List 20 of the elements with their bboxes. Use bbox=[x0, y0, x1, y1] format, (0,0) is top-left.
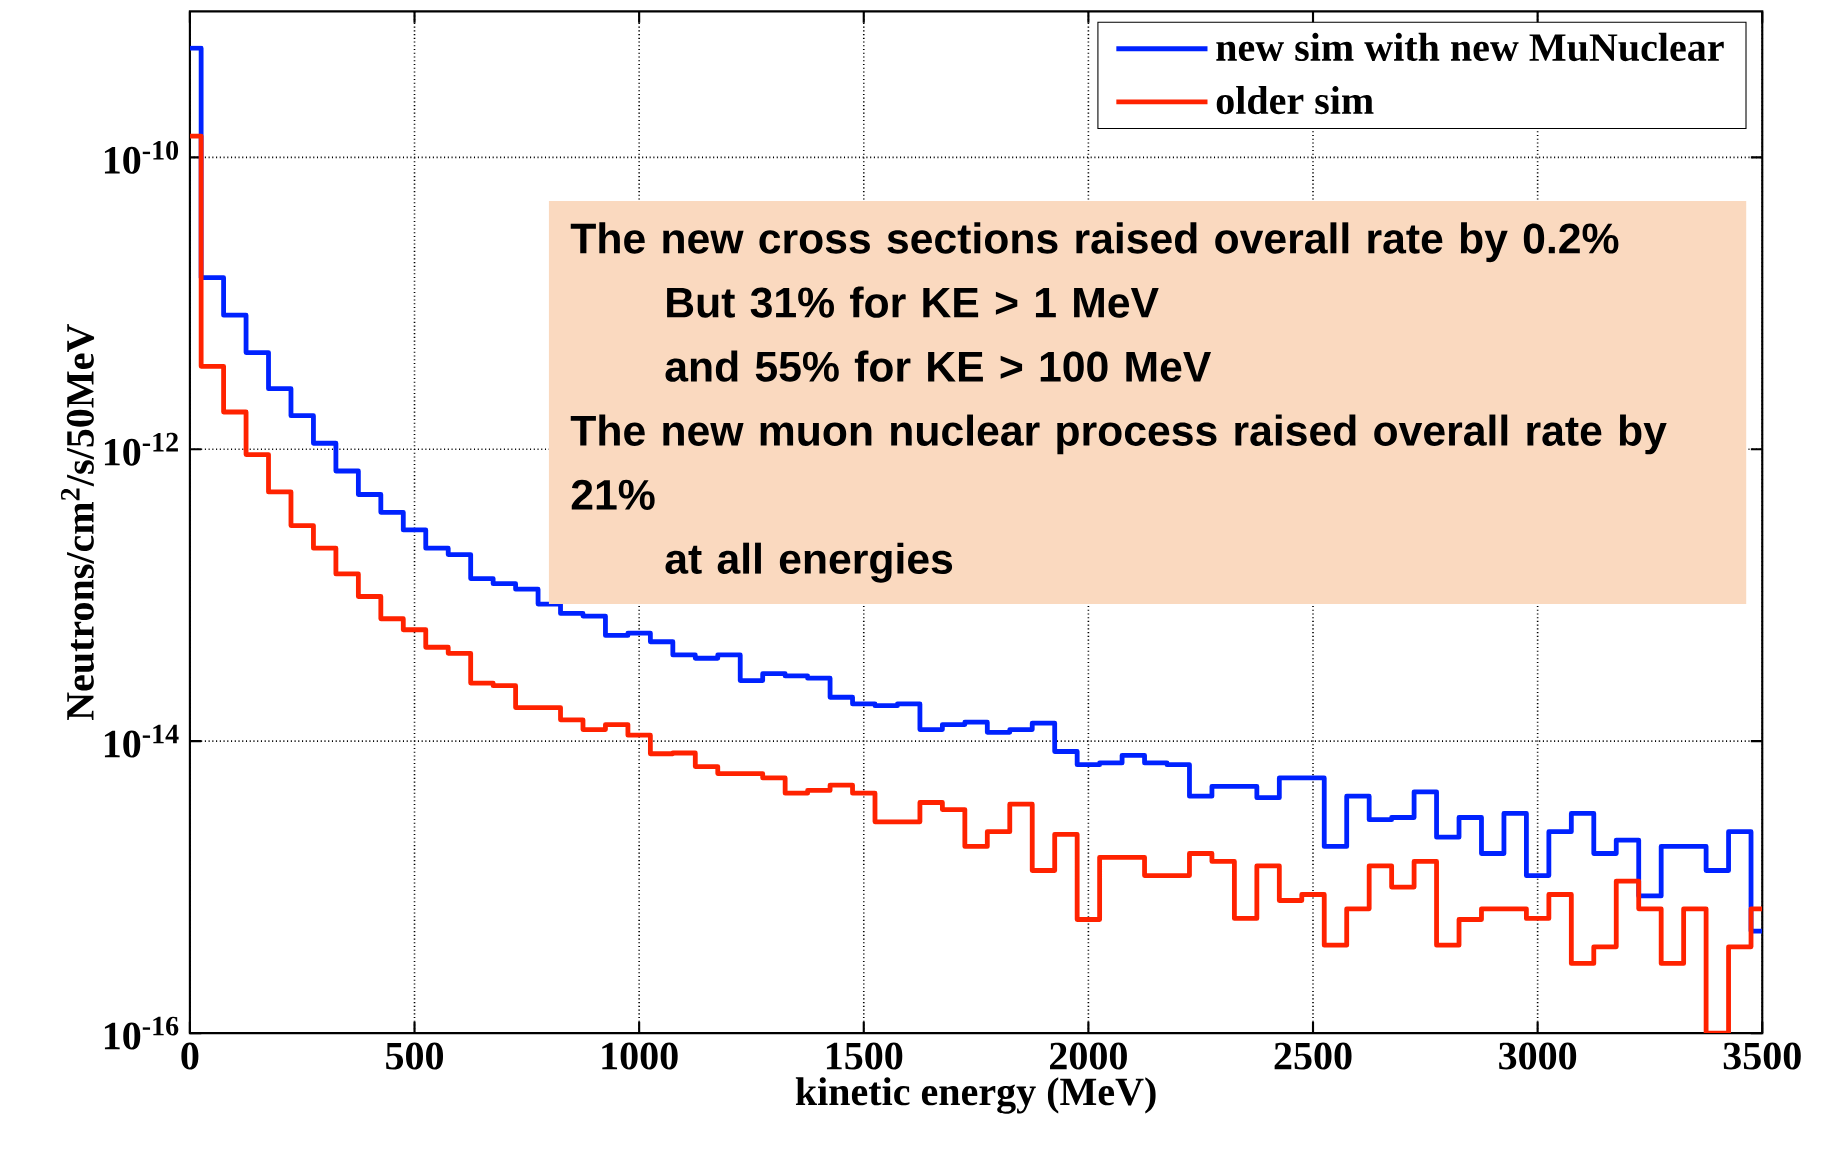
y-tick-label: 10$^{-12}$ bbox=[104, 432, 178, 466]
annotation: at all energies bbox=[665, 542, 953, 583]
x-tick-label: 1000 bbox=[602, 1042, 678, 1070]
x-tick-label: 3500 bbox=[1723, 1042, 1801, 1070]
y-tick-label: 10$^{-16}$ bbox=[104, 1016, 179, 1050]
legend-label: new sim with new MuNuclear bbox=[1216, 32, 1724, 62]
annotation: The new cross sections raised overall rate by 0.2% bbox=[570, 222, 1619, 263]
x-axis-title: kinetic energy (MeV) bbox=[795, 1077, 1156, 1114]
x-tick-label: 3000 bbox=[1499, 1042, 1577, 1070]
y-tick-label: 10$^{-10}$ bbox=[104, 140, 179, 174]
x-tick-label: 0 bbox=[181, 1042, 199, 1070]
legend-label: older sim bbox=[1216, 86, 1374, 115]
y-axis-title: Neutrons/cm$^{2}$/s/50MeV bbox=[60, 324, 95, 721]
x-tick-label: 2000 bbox=[1050, 1042, 1127, 1070]
x-tick-label: 1500 bbox=[826, 1042, 903, 1070]
annotation: and 55% for KE > 100 MeV bbox=[665, 350, 1212, 382]
x-tick-label: 2500 bbox=[1274, 1042, 1352, 1070]
annotation: But 31% for KE > 1 MeV bbox=[667, 286, 1159, 318]
x-tick-label: 500 bbox=[386, 1042, 444, 1070]
y-tick-label: 10$^{-14}$ bbox=[104, 724, 179, 758]
